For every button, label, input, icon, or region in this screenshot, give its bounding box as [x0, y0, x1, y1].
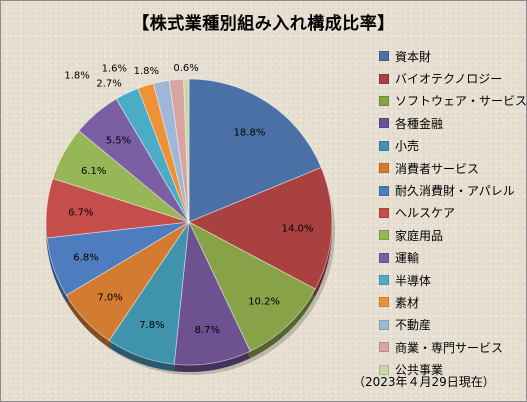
legend: 資本財バイオテクノロジーソフトウェア・サービス 各種金融小売消費者サービス耐久消費… [379, 45, 527, 381]
pie-slice-1 [188, 78, 322, 223]
legend-swatch [379, 364, 389, 375]
date-footnote: （2023年４月29日現在） [353, 375, 495, 389]
legend-label: ソフトウェア・サービス [395, 94, 527, 109]
pie-slice-2 [188, 167, 333, 290]
slice-value-label-2: 14.0% [282, 223, 314, 234]
slice-value-label-5: 7.8% [139, 320, 164, 331]
legend-item: 消費者サービス [379, 157, 527, 179]
legend-swatch [379, 73, 389, 84]
legend-item: 資本財 [379, 45, 527, 67]
legend-label: 運輸 [395, 251, 420, 266]
legend-item: 運輸 [379, 247, 527, 269]
legend-item: 公共事業 [379, 358, 527, 380]
legend-swatch [379, 230, 389, 241]
legend-label: 耐久消費財・アパレル [395, 184, 515, 199]
legend-label: 各種金融 [395, 116, 444, 131]
legend-swatch [379, 297, 389, 308]
legend-swatch [379, 275, 389, 286]
legend-swatch [379, 207, 389, 218]
slice-value-label-14: 1.6% [102, 64, 127, 75]
legend-label: 不動産 [395, 318, 432, 333]
legend-label: ヘルスケア [395, 206, 456, 221]
slice-value-label-9: 6.1% [81, 166, 106, 177]
legend-label: 家庭用品 [395, 228, 444, 243]
slice-value-label-1: 18.8% [234, 128, 266, 139]
legend-label: 商業・専門サービス [395, 340, 504, 355]
legend-swatch [379, 319, 389, 330]
legend-label: 素材 [395, 295, 420, 310]
legend-item: ヘルスケア [379, 202, 527, 224]
chart-title: 【株式業種別組み入れ構成比率】 [132, 14, 395, 34]
legend-label: 公共事業 [395, 363, 444, 378]
legend-swatch [379, 163, 389, 174]
legend-swatch [379, 185, 389, 196]
slice-value-label-10: 5.5% [106, 135, 131, 146]
slice-value-label-4: 8.7% [195, 325, 220, 336]
legend-item: バイオテクノロジー [379, 67, 527, 89]
legend-item: 家庭用品 [379, 224, 527, 246]
pie-slice-15 [183, 78, 190, 223]
pie-slice-3 [188, 221, 316, 352]
legend-item: 半導体 [379, 269, 527, 291]
legend-item: 耐久消費財・アパレル [379, 179, 527, 201]
legend-swatch [379, 51, 389, 62]
slice-value-label-15: 0.6% [173, 63, 198, 74]
slice-value-label-12: 1.8% [64, 70, 89, 81]
legend-item: 各種金融 [379, 112, 527, 134]
legend-swatch [379, 118, 389, 129]
slice-value-label-3: 10.2% [248, 297, 280, 308]
legend-swatch [379, 342, 389, 353]
legend-label: 小売 [395, 139, 420, 154]
legend-swatch [379, 140, 389, 151]
legend-label: 半導体 [395, 273, 432, 288]
legend-swatch [379, 95, 389, 106]
legend-swatch [379, 252, 389, 263]
slice-value-label-7: 6.8% [73, 253, 98, 264]
legend-item: 不動産 [379, 314, 527, 336]
slice-value-label-13: 1.8% [134, 66, 159, 77]
legend-item: 小売 [379, 135, 527, 157]
slice-value-label-11: 2.7% [96, 78, 121, 89]
legend-label: 消費者サービス [395, 161, 480, 176]
slice-value-label-6: 7.0% [97, 293, 122, 304]
legend-label: 資本財 [395, 49, 432, 64]
slice-value-label-8: 6.7% [68, 207, 93, 218]
legend-label: バイオテクノロジー [395, 72, 503, 87]
legend-item: 素材 [379, 291, 527, 313]
legend-item: 商業・専門サービス [379, 336, 527, 358]
legend-item: ソフトウェア・サービス [379, 90, 527, 112]
